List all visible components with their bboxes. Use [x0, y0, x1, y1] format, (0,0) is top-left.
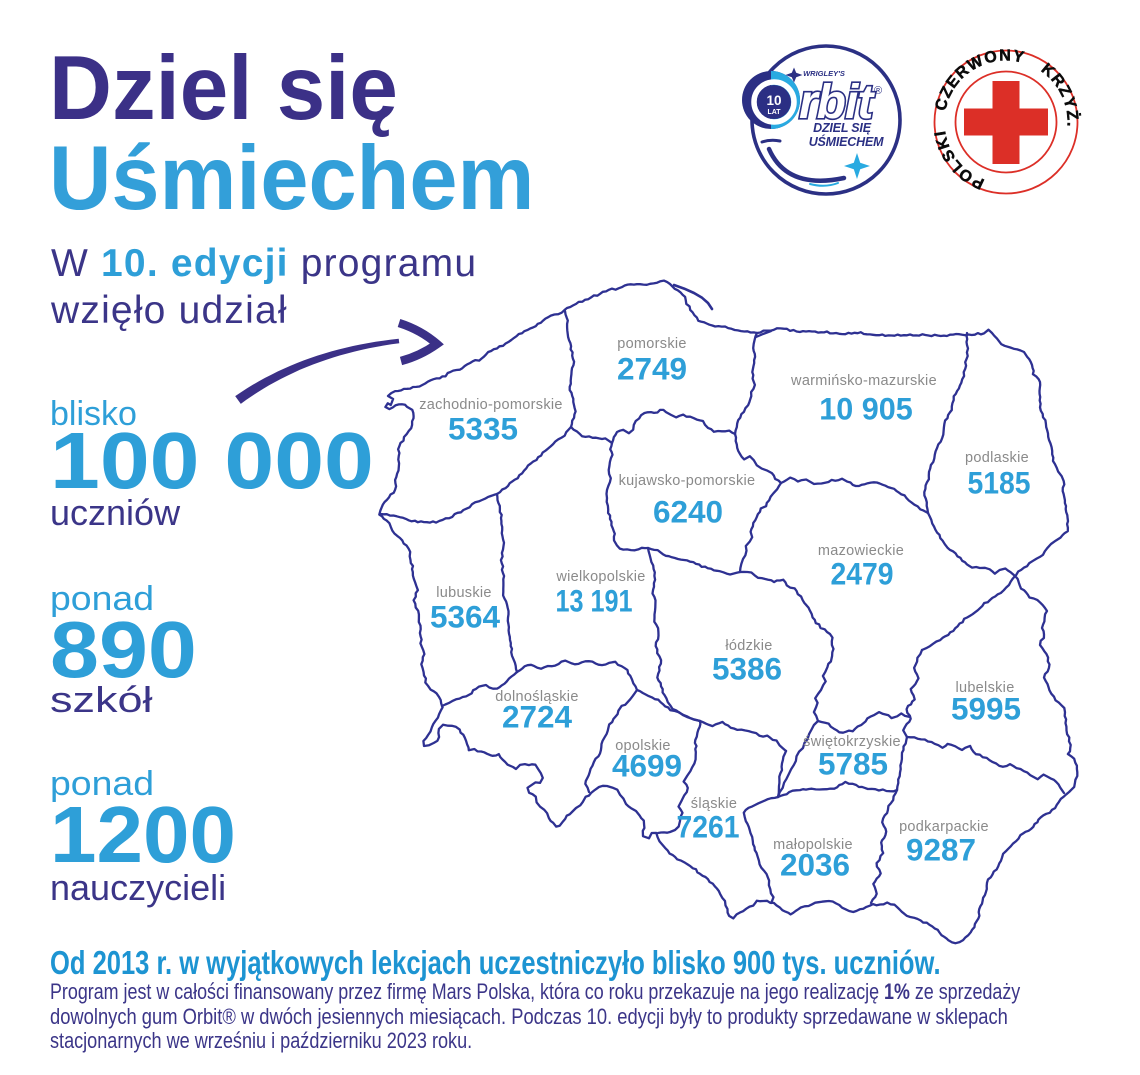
- svg-text:UŚMIECHEM: UŚMIECHEM: [809, 134, 884, 149]
- svg-text:WRIGLEY'S: WRIGLEY'S: [803, 69, 845, 78]
- svg-text:10: 10: [766, 93, 781, 108]
- svg-text:rbit: rbit: [799, 76, 875, 129]
- svg-text:®: ®: [874, 85, 882, 97]
- svg-text:DZIEL SIĘ: DZIEL SIĘ: [813, 121, 872, 135]
- svg-text:LAT: LAT: [767, 109, 781, 116]
